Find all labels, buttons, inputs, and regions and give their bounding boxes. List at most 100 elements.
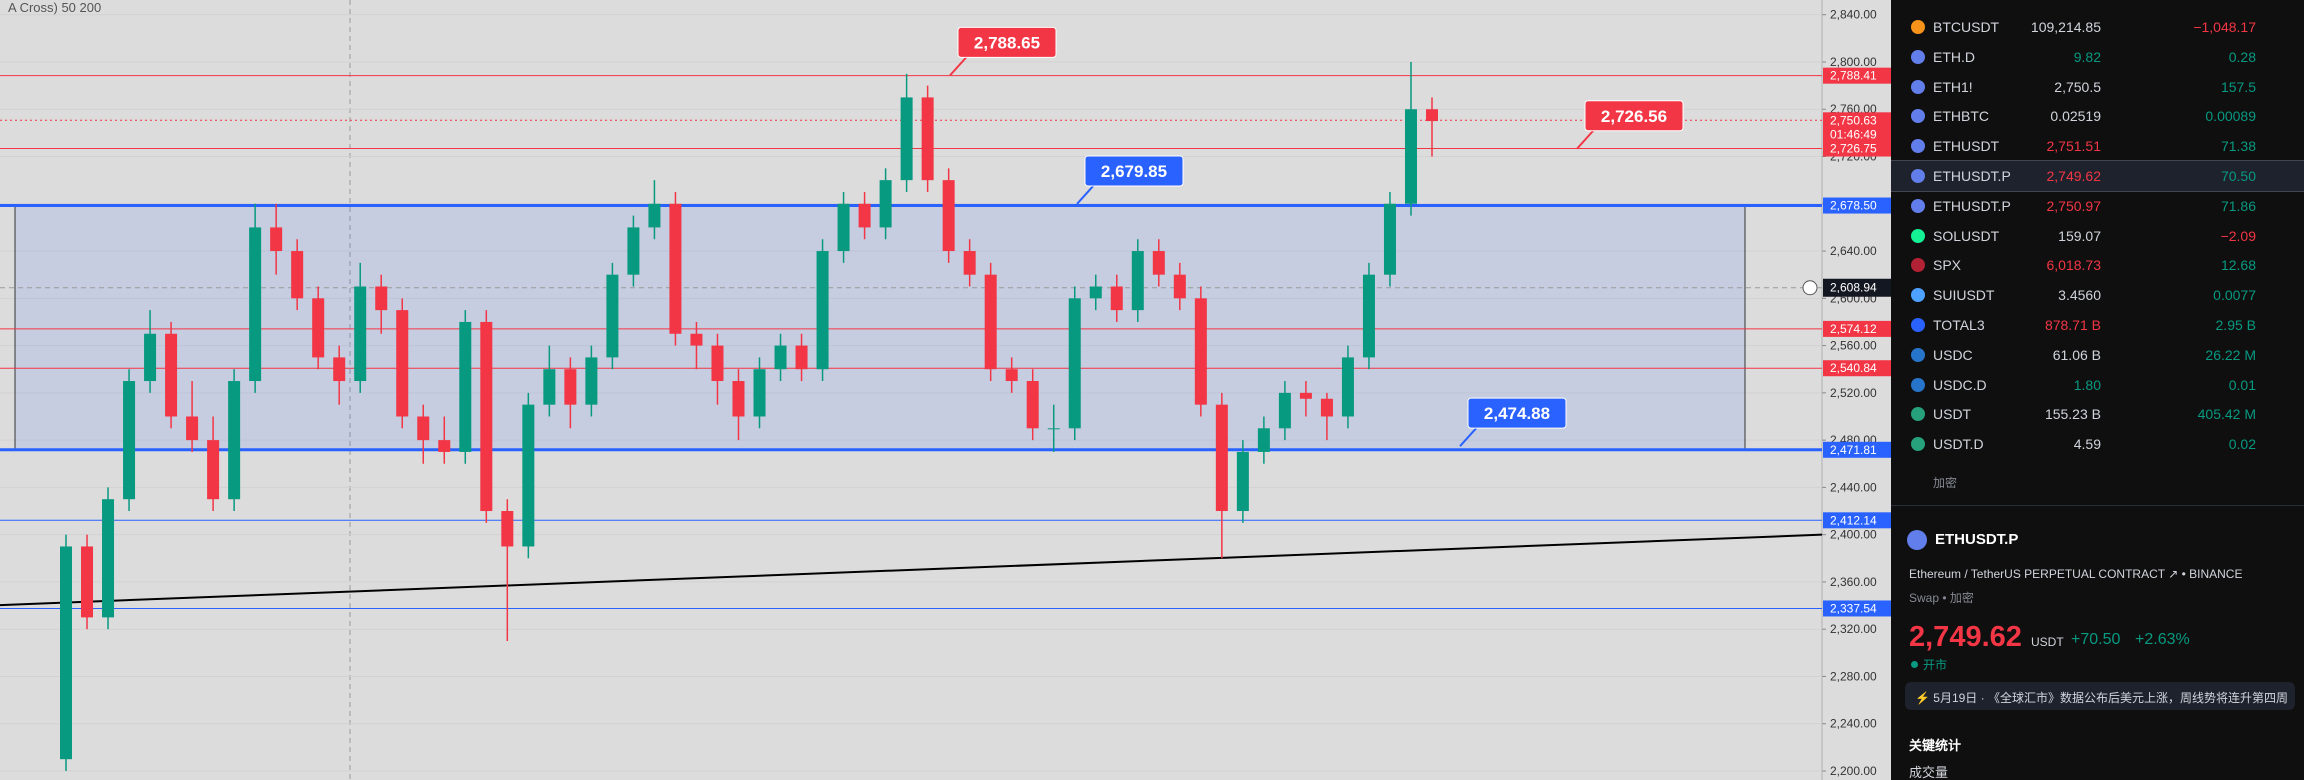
candle-body	[669, 203, 682, 334]
row-last: 3.4560	[2058, 287, 2101, 304]
candle-body	[879, 180, 892, 228]
row-change: 405.42 M	[2197, 406, 2256, 423]
candle-body	[816, 251, 829, 370]
row-symbol: ETHUSDT.P	[1933, 197, 2011, 214]
section-header: 加密	[1933, 476, 1958, 490]
candle-body	[795, 345, 808, 370]
row-symbol: USDT.D	[1933, 436, 1984, 453]
row-last: 2,750.97	[2046, 197, 2102, 214]
watchlist-row[interactable]: USDC.D 1.80 0.01	[1891, 370, 2304, 400]
candle-body	[1341, 357, 1354, 417]
row-last: 9.82	[2073, 48, 2101, 65]
y-tick-label: 2,560.00	[1830, 339, 1877, 353]
candle-body	[312, 298, 325, 358]
callout-box	[1467, 397, 1567, 429]
row-icon	[1911, 407, 1925, 422]
watchlist-row[interactable]: USDC 61.06 B 26.22 M	[1891, 340, 2304, 370]
price-label: 2,726.75	[1830, 142, 1877, 156]
candle-body	[585, 357, 598, 405]
watchlist-row[interactable]: ETHUSDT.P 2,750.97 71.86	[1891, 191, 2304, 221]
candle-body	[417, 416, 430, 441]
candle-body	[1194, 298, 1207, 405]
watchlist-row[interactable]: ETHUSDT.P 2,749.62 70.50	[1891, 160, 2304, 192]
watchlist-row[interactable]: SPX 6,018.73 12.68	[1891, 250, 2304, 280]
watchlist-row[interactable]: SUIUSDT 3.4560 0.0077	[1891, 280, 2304, 310]
watchlist-row[interactable]: USDT.D 4.59 0.02	[1891, 429, 2304, 459]
row-symbol: SOLUSDT	[1933, 227, 2000, 244]
callout-box	[1584, 100, 1684, 132]
detail-description: Ethereum / TetherUS PERPETUAL CONTRACT ↗…	[1909, 567, 2243, 581]
y-tick-label: 2,280.00	[1830, 669, 1877, 683]
candle-body	[1426, 109, 1438, 122]
candle-body	[207, 440, 220, 500]
watchlist-row[interactable]: USDT 155.23 B 405.42 M	[1891, 399, 2304, 429]
row-change: 0.28	[2228, 48, 2256, 65]
watchlist-row[interactable]: BTCUSDT 109,214.85 −1,048.17	[1891, 12, 2304, 42]
candle-body	[648, 203, 661, 228]
symbol-icon	[1907, 530, 1927, 550]
description: Ethereum / TetherUS PERPETUAL CONTRACT	[1909, 567, 2165, 581]
row-change: 71.38	[2220, 138, 2256, 155]
candle-body	[354, 286, 367, 382]
price-label: 2,412.14	[1830, 513, 1877, 527]
exchange: BINANCE	[2189, 567, 2243, 581]
y-tick-label: 2,320.00	[1830, 622, 1877, 636]
price-label: 2,788.41	[1830, 69, 1877, 83]
row-last: 2,749.62	[2046, 168, 2102, 184]
y-tick-label: 2,520.00	[1830, 386, 1877, 400]
row-symbol: SPX	[1933, 257, 1962, 274]
candle-body	[459, 321, 472, 452]
candle-body	[1089, 286, 1102, 299]
candle-body	[438, 440, 451, 452]
detail-status: 开市	[1923, 658, 1948, 672]
candle-body	[732, 381, 745, 417]
row-change: 0.00089	[2205, 108, 2256, 125]
candle-body	[753, 369, 766, 417]
y-tick-label: 2,800.00	[1830, 55, 1877, 69]
row-last: 878.71 B	[2044, 317, 2101, 333]
candle-body	[1173, 274, 1186, 299]
row-last: 2,750.5	[2054, 78, 2101, 95]
current-label: 2,750.63	[1830, 113, 1877, 127]
row-symbol: USDC	[1933, 346, 1973, 363]
row-icon	[1911, 198, 1925, 213]
candle-body	[963, 251, 976, 275]
price-label: 2,574.12	[1830, 322, 1877, 336]
detail-category: Swap • 加密	[1909, 591, 1974, 605]
detail-price: 2,749.62	[1909, 621, 2022, 653]
watchlist-row[interactable]: ETHBTC 0.02519 0.00089	[1891, 101, 2304, 131]
stats-title: 关键统计	[1909, 738, 1962, 753]
watchlist-row[interactable]: ETH1! 2,750.5 157.5	[1891, 72, 2304, 102]
callout-label: 2,474.88	[1484, 404, 1550, 423]
candle-body	[858, 203, 871, 228]
row-symbol: ETHUSDT.P	[1933, 168, 2011, 184]
detail-symbol[interactable]: ETHUSDT.P	[1935, 531, 2019, 548]
price-label: 2,678.50	[1830, 199, 1877, 213]
price-label: 2,337.54	[1830, 601, 1877, 615]
row-last: 4.59	[2073, 436, 2101, 453]
row-last: 6,018.73	[2046, 257, 2102, 274]
candle-body	[375, 286, 388, 311]
row-last: 2,751.51	[2046, 138, 2102, 155]
watchlist-row[interactable]: SOLUSDT 159.07 −2.09	[1891, 221, 2304, 251]
watchlist-row[interactable]: ETHUSDT 2,751.51 71.38	[1891, 131, 2304, 161]
candle-body	[1215, 404, 1228, 512]
candle-body	[1257, 428, 1270, 452]
row-change: 70.50	[2220, 168, 2256, 184]
row-change: −2.09	[2220, 227, 2256, 244]
candle-body	[1152, 251, 1165, 275]
news-text[interactable]: ⚡ 5月19日 · 《全球汇市》数据公布后美元上涨，周线势将连升第四周	[1915, 691, 2288, 705]
news-box[interactable]	[1905, 682, 2295, 710]
candle-body	[123, 381, 136, 500]
price-label-bg	[1823, 320, 1891, 337]
chart: A Cross) 50 200 2,200.00 2,240.00 2,280.00…	[0, 0, 1891, 780]
row-last: 0.02519	[2050, 108, 2101, 125]
watchlist-row[interactable]: TOTAL3 878.71 B 2.95 B	[1891, 310, 2304, 340]
row-symbol: USDC.D	[1933, 376, 1987, 393]
watchlist-row[interactable]: ETH.D 9.82 0.28	[1891, 42, 2304, 72]
row-icon	[1911, 49, 1925, 64]
row-symbol: BTCUSDT	[1933, 19, 2000, 35]
candle-body	[1110, 286, 1123, 311]
candle-body	[1068, 298, 1081, 429]
candle-body	[837, 203, 850, 252]
